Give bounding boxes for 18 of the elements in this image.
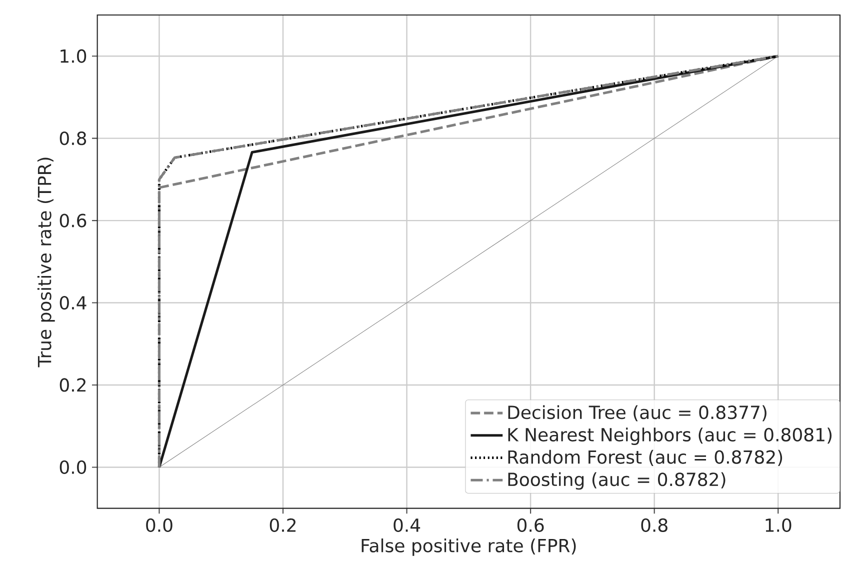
x-tick-label: 0.2 [270,518,296,532]
legend-label: K Nearest Neighbors (auc = 0.8081) [508,428,832,445]
y-axis-title: True positive rate (TPR) [37,158,55,368]
x-tick-label: 0.6 [517,518,544,532]
y-tick-label: 0.4 [60,296,86,310]
y-tick-label: 1.0 [60,49,86,63]
x-tick-label: 1.0 [766,518,792,532]
y-tick-label: 0.0 [60,460,86,474]
y-tick-label: 0.6 [60,214,86,228]
x-tick-label: 0.8 [641,518,668,532]
x-tick-label: 0.0 [146,518,172,532]
y-tick-label: 0.8 [60,132,86,146]
x-axis-title: False positive rate (FPR) [362,538,576,556]
legend-label: Boosting (auc = 0.8782) [508,472,726,490]
legend-label: Random Forest (auc = 0.8782) [508,450,782,466]
x-tick-label: 0.4 [394,518,420,532]
y-tick-label: 0.2 [60,378,86,392]
legend-label: Decision Tree (auc = 0.8377) [508,405,766,422]
